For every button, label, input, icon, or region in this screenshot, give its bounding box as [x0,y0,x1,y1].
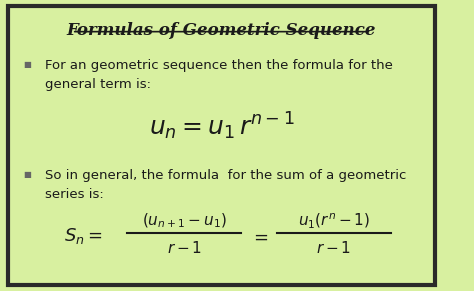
Text: $=$: $=$ [250,227,268,245]
Text: Formulas of Geometric Sequence: Formulas of Geometric Sequence [67,22,376,39]
Text: $\blacksquare$: $\blacksquare$ [23,59,33,70]
Text: $\mathit{S}_n =$: $\mathit{S}_n =$ [64,226,102,246]
Text: $\blacksquare$: $\blacksquare$ [23,168,33,180]
Text: $r - 1$: $r - 1$ [316,240,352,256]
Text: So in general, the formula  for the sum of a geometric
series is:: So in general, the formula for the sum o… [46,168,407,200]
Text: $\mathit{u}_1(r^n - 1)$: $\mathit{u}_1(r^n - 1)$ [298,211,370,230]
FancyBboxPatch shape [8,6,435,285]
Text: $(\mathit{u}_{n+1} - \mathit{u}_1)$: $(\mathit{u}_{n+1} - \mathit{u}_1)$ [142,211,227,230]
Text: $r - 1$: $r - 1$ [166,240,202,256]
Text: $\mathit{u}_n = \mathit{u}_1\,r^{n-1}$: $\mathit{u}_n = \mathit{u}_1\,r^{n-1}$ [149,111,294,143]
Text: For an geometric sequence then the formula for the
general term is:: For an geometric sequence then the formu… [46,59,393,91]
